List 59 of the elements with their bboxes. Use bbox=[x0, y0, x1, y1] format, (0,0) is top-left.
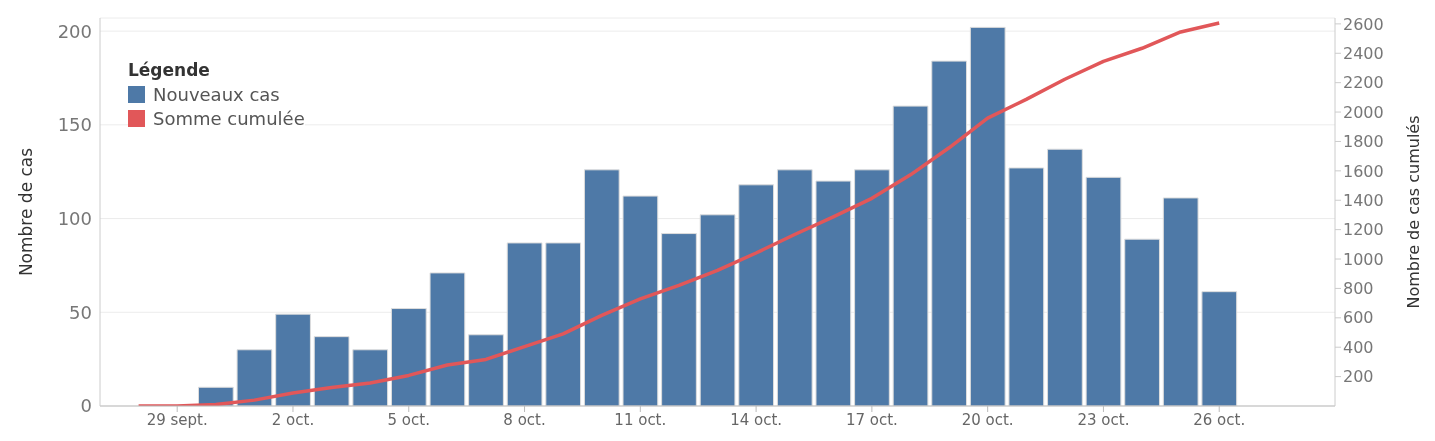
x-tick-label: 26 oct. bbox=[1193, 410, 1246, 429]
x-tick-label: 29 sept. bbox=[146, 410, 208, 429]
bar bbox=[1008, 167, 1045, 406]
bar bbox=[1162, 197, 1199, 406]
x-tick-label: 20 oct. bbox=[961, 410, 1014, 429]
y-tick-label: 50 bbox=[69, 301, 92, 323]
y2-tick-label: 1800 bbox=[1343, 132, 1384, 152]
bar bbox=[313, 336, 350, 406]
y2-tick-label: 400 bbox=[1343, 337, 1374, 357]
legend-label: Somme cumulée bbox=[152, 108, 305, 129]
x-tick-label: 5 oct. bbox=[387, 410, 430, 429]
bar bbox=[969, 26, 1006, 406]
y2-tick-label: 600 bbox=[1343, 308, 1374, 328]
bar bbox=[545, 242, 582, 406]
bar bbox=[583, 169, 620, 406]
y-tick-label: 100 bbox=[57, 207, 92, 229]
bar bbox=[352, 349, 389, 406]
legend-title: Légende bbox=[128, 60, 211, 80]
bar bbox=[931, 60, 967, 406]
y2-tick-label: 800 bbox=[1343, 279, 1374, 299]
bar bbox=[622, 195, 659, 406]
bar bbox=[275, 313, 311, 406]
bar bbox=[506, 242, 543, 406]
bar bbox=[1085, 176, 1122, 406]
legend-label: Nouveaux cas bbox=[152, 84, 281, 105]
y2-tick-label: 2600 bbox=[1343, 14, 1384, 34]
y2-tick-label: 1200 bbox=[1343, 220, 1384, 240]
bar bbox=[1047, 148, 1083, 406]
x-tick-label: 23 oct. bbox=[1077, 410, 1130, 429]
y2-tick-label: 1600 bbox=[1343, 161, 1384, 181]
bar bbox=[776, 169, 813, 406]
bar bbox=[738, 184, 775, 406]
y2-tick-label: 2200 bbox=[1343, 73, 1384, 93]
bar bbox=[236, 349, 273, 406]
bar bbox=[1201, 291, 1238, 406]
bar bbox=[892, 105, 929, 406]
y-tick-label: 0 bbox=[80, 395, 92, 417]
bar bbox=[390, 308, 427, 406]
bar bbox=[815, 180, 852, 406]
bar bbox=[1124, 238, 1160, 406]
x-tick-label: 11 oct. bbox=[614, 410, 667, 429]
x-tick-label: 17 oct. bbox=[845, 410, 898, 429]
bar bbox=[661, 233, 697, 406]
y2-tick-label: 1400 bbox=[1343, 190, 1384, 210]
x-tick-label: 2 oct. bbox=[271, 410, 315, 429]
y2-tick-label: 2400 bbox=[1343, 43, 1384, 63]
y2-tick-label: 1000 bbox=[1343, 249, 1384, 269]
bar bbox=[429, 272, 466, 406]
bar bbox=[854, 169, 890, 406]
bar bbox=[699, 214, 736, 406]
bar bbox=[468, 334, 504, 406]
y-tick-label: 150 bbox=[57, 114, 92, 136]
x-tick-label: 14 oct. bbox=[730, 410, 783, 429]
x-tick-label: 8 oct. bbox=[503, 410, 546, 429]
y-tick-label: 200 bbox=[57, 20, 92, 42]
y2-axis-title: Nombre de cas cumulés bbox=[1403, 115, 1423, 309]
y2-tick-label: 200 bbox=[1343, 367, 1374, 387]
y2-tick-label: 2000 bbox=[1343, 102, 1384, 122]
y-axis-title: Nombre de cas bbox=[16, 147, 36, 277]
